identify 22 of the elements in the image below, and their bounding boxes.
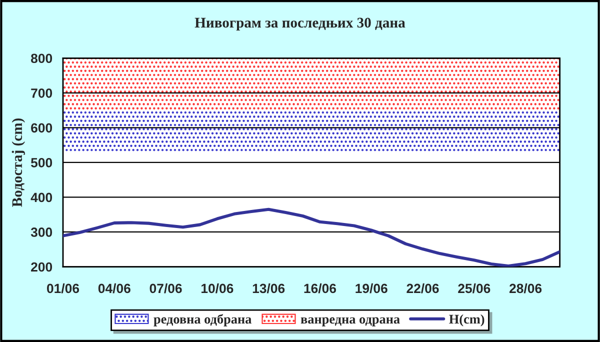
- x-tick-label: 19/06: [356, 283, 388, 294]
- x-tick-label: 13/06: [252, 283, 285, 294]
- y-tick-label: 200: [31, 262, 52, 272]
- y-tick-label: 400: [30, 192, 52, 202]
- x-tick-label: 01/06: [47, 283, 80, 294]
- y-tick-label: 700: [31, 88, 52, 98]
- x-tick-label: 07/06: [150, 283, 182, 294]
- x-tick-label: 16/06: [304, 283, 336, 294]
- legend-label: редовна одбрана: [154, 314, 252, 326]
- y-tick-label: 600: [31, 123, 52, 133]
- legend-label: H(cm): [449, 314, 484, 326]
- y-axis-title: Водостај (cm): [12, 118, 26, 207]
- chart-title: Нивограм за последњих 30 дана: [194, 18, 406, 31]
- x-tick-label: 22/06: [406, 283, 439, 294]
- x-tick-label: 25/06: [458, 283, 490, 294]
- y-tick-label: 800: [30, 54, 52, 64]
- x-tick-label: 28/06: [509, 283, 542, 294]
- x-tick-label: 10/06: [202, 283, 234, 294]
- legend-label: ванредна одрана: [300, 317, 400, 326]
- y-tick-label: 300: [30, 228, 52, 237]
- y-tick-label: 500: [30, 158, 52, 168]
- x-tick-label: 04/06: [98, 283, 130, 294]
